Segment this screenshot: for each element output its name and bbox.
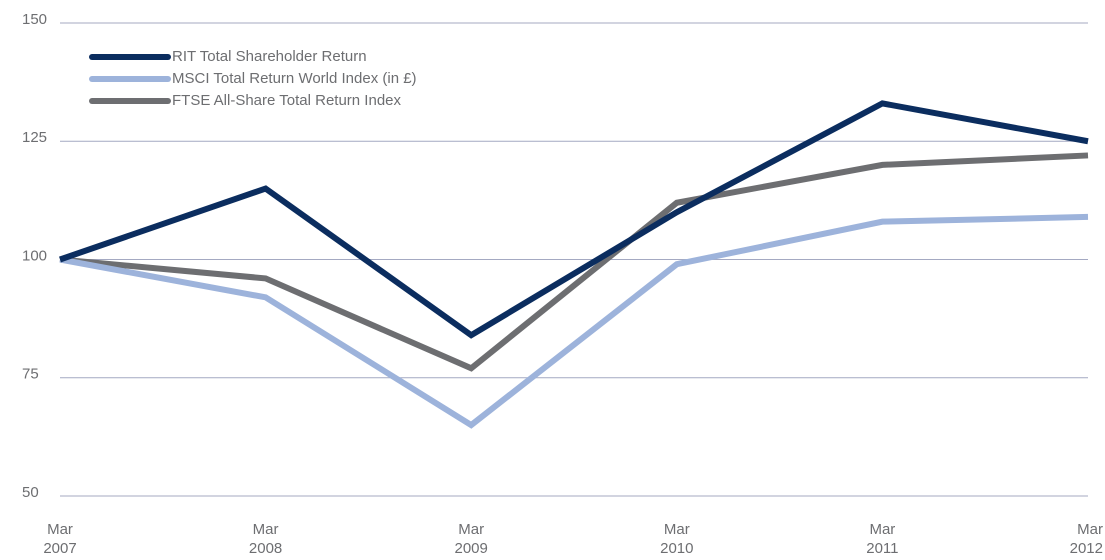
series-line <box>59 213 1089 429</box>
y-tick-label: 75 <box>22 366 39 383</box>
y-tick-label: 150 <box>22 11 47 28</box>
legend-label: FTSE All-Share Total Return Index <box>172 92 401 109</box>
y-tick-label: 50 <box>22 484 39 501</box>
x-tick-label: Mar 2007 <box>43 521 77 557</box>
series-line <box>59 100 1089 339</box>
legend-label: RIT Total Shareholder Return <box>172 48 367 65</box>
series-line <box>59 152 1089 372</box>
legend-label: MSCI Total Return World Index (in £) <box>172 70 417 87</box>
x-tick-label: Mar 2008 <box>248 521 283 557</box>
x-tick-label: Mar 2012 <box>1069 521 1103 557</box>
x-tick-label: Mar 2011 <box>866 521 899 557</box>
y-tick-label: 125 <box>22 129 47 146</box>
x-tick-label: Mar 2010 <box>660 521 694 557</box>
y-tick-label: 100 <box>22 247 47 264</box>
x-tick-label: Mar 2009 <box>454 521 488 557</box>
